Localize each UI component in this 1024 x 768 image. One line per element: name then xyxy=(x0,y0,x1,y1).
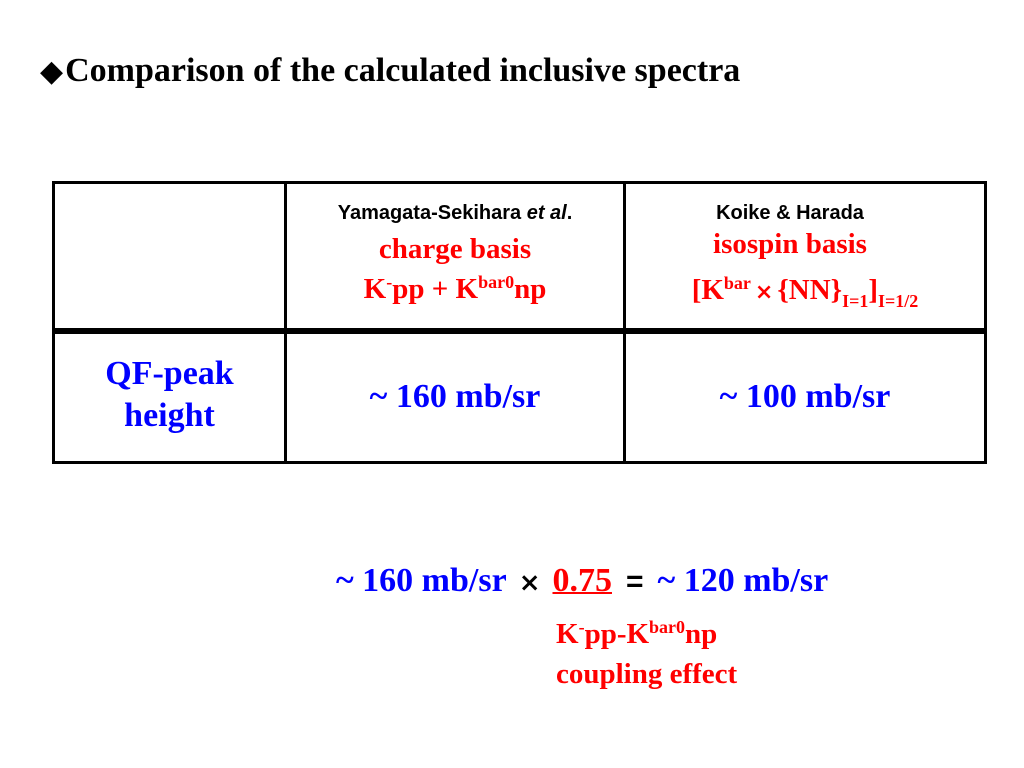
value-koike: ~ 100 mb/sr xyxy=(719,378,891,415)
header-yamagata: Yamagata-Sekihara et al. charge basis K-… xyxy=(287,181,623,306)
table-border-right xyxy=(984,181,987,464)
table-border-top xyxy=(52,181,987,184)
formula-charge: K-pp + Kbar0np xyxy=(363,272,547,305)
table-border-bottom xyxy=(52,461,987,464)
table-divider-header xyxy=(52,328,987,334)
header-koike: Koike & Harada isospin basis [Kbar × {NN}I… xyxy=(626,181,984,310)
table-divider-col2 xyxy=(623,181,626,464)
equation-factor: 0.75 xyxy=(552,562,612,599)
equation-rhs: ~ 120 mb/sr xyxy=(657,562,829,599)
value-yamagata: ~ 160 mb/sr xyxy=(369,378,541,415)
equation-lhs: ~ 160 mb/sr xyxy=(336,562,507,599)
diamond-bullet-icon: ◆ xyxy=(40,54,64,89)
note-line2: coupling effect xyxy=(556,658,738,690)
author-koike: Koike & Harada xyxy=(716,202,864,224)
basis-charge: charge basis xyxy=(378,233,532,265)
basis-isospin: isospin basis xyxy=(713,228,867,260)
slide-title: ◆Comparison of the calculated inclusive … xyxy=(40,52,740,90)
author-etal: et al xyxy=(526,202,567,224)
table-border-left xyxy=(52,181,55,464)
row-label: QF-peak height xyxy=(55,353,284,437)
formula-isospin: [Kbar × {NN}I=1]I=1/2 xyxy=(691,273,919,311)
comparison-table: Yamagata-Sekihara et al. charge basis K-… xyxy=(52,181,987,464)
title-text: Comparison of the calculated inclusive s… xyxy=(65,52,741,89)
row-label-line1: QF-peak xyxy=(105,355,234,392)
coupling-note: K-pp-Kbar0np coupling effect xyxy=(556,614,737,694)
row-label-line2: height xyxy=(124,397,215,434)
equals-sign: = xyxy=(625,565,644,598)
author-yamagata: Yamagata-Sekihara et al. xyxy=(337,202,573,224)
table-divider-col1 xyxy=(284,181,287,464)
scaling-equation: ~ 160 mb/sr × 0.75 = ~ 120 mb/sr xyxy=(336,562,828,600)
note-formula: K-pp-Kbar0np xyxy=(556,617,718,650)
times-icon: × xyxy=(518,568,541,598)
